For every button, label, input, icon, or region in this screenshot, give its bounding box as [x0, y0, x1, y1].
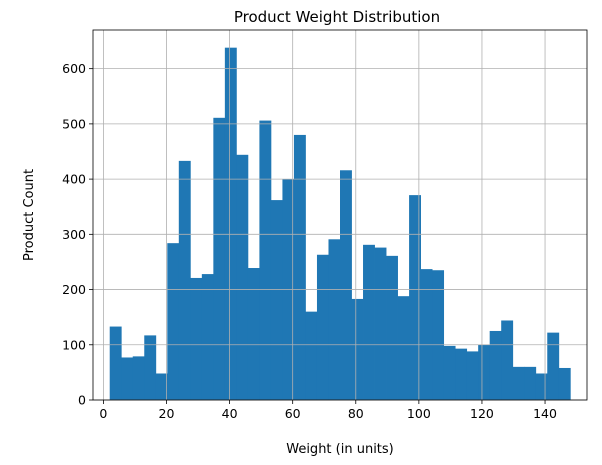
histogram-bar — [167, 243, 180, 400]
histogram-bar — [409, 195, 421, 400]
histogram-bar — [374, 247, 387, 400]
histogram-bar — [236, 154, 249, 400]
histogram-bar — [201, 274, 214, 400]
histogram-bar — [259, 120, 272, 400]
histogram-bar — [397, 296, 410, 400]
histogram-bar — [420, 269, 433, 400]
histogram-bar — [224, 47, 237, 401]
x-tick-label: 20 — [159, 406, 175, 421]
histogram-bar — [293, 134, 306, 401]
histogram-bar — [524, 366, 537, 400]
y-tick-label: 400 — [62, 172, 86, 187]
y-tick-label: 0 — [78, 393, 86, 408]
y-tick-label: 500 — [62, 116, 86, 131]
histogram-bar — [328, 239, 341, 400]
histogram-bar — [316, 254, 329, 400]
histogram-bar — [478, 344, 491, 400]
histogram-bar — [351, 298, 364, 400]
histogram-bar — [512, 366, 525, 400]
histogram-bar — [443, 345, 456, 400]
x-tick-label: 60 — [285, 406, 301, 421]
histogram-bar — [270, 200, 283, 400]
y-tick-label: 600 — [62, 61, 86, 76]
histogram-bar — [305, 311, 318, 400]
histogram-bar — [190, 277, 203, 400]
histogram-bar — [121, 357, 134, 400]
chart-title: Product Weight Distribution — [234, 8, 440, 26]
histogram-bar — [535, 373, 548, 400]
histogram-bar — [132, 356, 145, 400]
histogram-bar — [466, 351, 479, 400]
histogram-bar — [386, 255, 398, 400]
histogram-bar — [144, 335, 157, 400]
histogram-bar — [432, 270, 445, 400]
histogram-bar — [547, 332, 560, 400]
x-tick-label: 0 — [99, 406, 107, 421]
histogram-bars — [109, 47, 571, 401]
histogram-bar — [501, 320, 514, 400]
histogram-bar — [155, 373, 168, 400]
y-axis-label: Product Count — [22, 169, 37, 261]
x-axis-label: Weight (in units) — [286, 442, 394, 457]
x-tick-label: 120 — [470, 406, 494, 421]
y-tick-label: 200 — [62, 282, 86, 297]
y-axis-ticks: 0 100 200 300 400 500 600 — [62, 61, 93, 408]
x-tick-label: 40 — [222, 406, 238, 421]
histogram-bar — [340, 170, 352, 400]
histogram-bar — [455, 348, 468, 400]
histogram-bar — [558, 367, 571, 400]
plot-frame — [92, 29, 588, 401]
y-tick-label: 100 — [62, 337, 86, 352]
histogram-bar — [213, 117, 226, 400]
x-tick-label: 100 — [407, 406, 431, 421]
x-tick-label: 140 — [533, 406, 557, 421]
histogram-bar — [363, 244, 375, 400]
histogram-bar — [178, 160, 191, 400]
x-axis-ticks: 0 20 40 60 80 100 120 140 — [99, 400, 557, 421]
x-tick-label: 80 — [348, 406, 364, 421]
histogram-bar — [247, 268, 260, 400]
y-tick-label: 300 — [62, 227, 86, 242]
histogram-bar — [109, 326, 122, 400]
histogram-bar — [489, 330, 502, 400]
